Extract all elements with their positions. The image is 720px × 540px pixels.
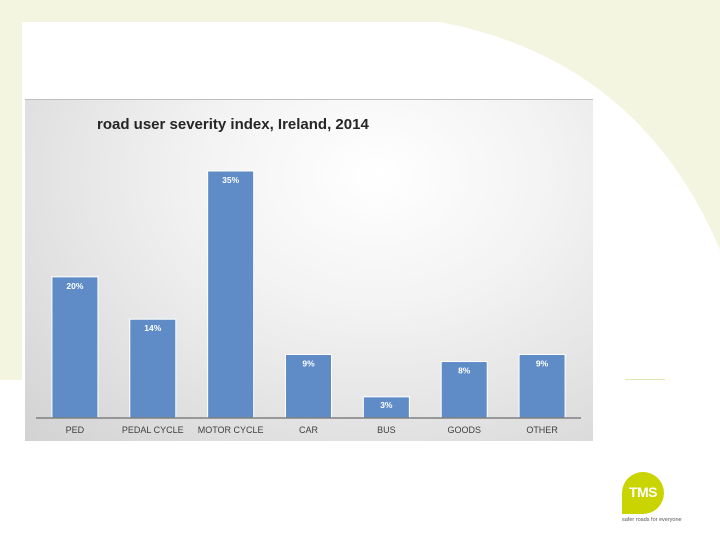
logo-text: TMS	[628, 484, 658, 500]
bar-motor-cycle	[207, 170, 255, 419]
x-tick-label: BUS	[377, 425, 396, 435]
x-tick-label: MOTOR CYCLE	[198, 425, 264, 435]
data-label: 9%	[302, 358, 315, 368]
data-label: 14%	[144, 323, 161, 333]
data-label: 9%	[536, 358, 549, 368]
logo-tagline: safer roads for everyone	[622, 517, 682, 523]
x-tick-label: OTHER	[526, 425, 558, 435]
bar-ped	[51, 276, 99, 419]
data-label: 8%	[458, 366, 471, 376]
bar-car	[285, 353, 332, 419]
data-label: 20%	[66, 281, 83, 291]
bar-other	[518, 353, 566, 419]
bar-pedal-cycle	[129, 318, 177, 419]
x-tick-label: PEDAL CYCLE	[122, 425, 184, 435]
bar-chart: 20% PED 14% PEDAL CYCLE 35% MOTOR CYCLE 9% CAR 3…	[36, 170, 581, 435]
bar-goods	[440, 361, 488, 419]
accent-line	[625, 379, 665, 380]
data-label: 35%	[222, 175, 239, 185]
x-tick-label: PED	[66, 425, 85, 435]
x-tick-label: CAR	[299, 425, 319, 435]
chart-title: road user severity index, Ireland, 2014	[97, 116, 369, 133]
tms-logo: TMS	[622, 472, 664, 514]
chart-frame: road user severity index, Ireland, 2014 …	[25, 99, 593, 441]
x-tick-label: GOODS	[447, 425, 481, 435]
data-label: 3%	[380, 400, 393, 410]
